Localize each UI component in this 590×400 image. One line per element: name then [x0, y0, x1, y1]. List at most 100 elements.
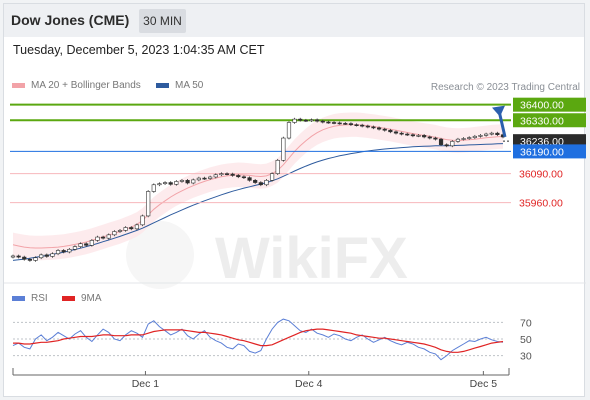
- ma20-line: [12, 124, 504, 249]
- candle-body: [112, 231, 117, 236]
- candle-body: [365, 125, 370, 128]
- interval-selector[interactable]: 30 MIN: [139, 9, 186, 33]
- candle-body: [10, 255, 16, 258]
- legend-rsi-ma: 9MA: [62, 293, 102, 304]
- candle-body: [55, 250, 61, 255]
- candle-body: [22, 256, 27, 260]
- candle-body: [213, 174, 218, 178]
- legend-swatch-ma50: [156, 82, 169, 88]
- candle-body: [286, 122, 292, 139]
- candle-body: [95, 236, 100, 241]
- candle-body: [331, 122, 337, 124]
- candle-body: [174, 181, 179, 185]
- candle-body: [461, 138, 466, 140]
- candle-body: [472, 135, 477, 138]
- candle-body: [376, 127, 382, 130]
- candle-body: [157, 183, 162, 186]
- candle-body: [27, 259, 32, 261]
- candle-body: [371, 126, 376, 129]
- candle-body: [129, 227, 134, 230]
- x-tick-label-1: Dec 4: [295, 378, 323, 390]
- price-level-label-1: 36330.00: [520, 115, 564, 127]
- legend-swatch-rsi: [12, 295, 25, 301]
- watermark-text: WikiFX: [215, 226, 408, 291]
- candle-body: [495, 132, 500, 136]
- candle-body: [61, 250, 66, 253]
- x-tick-label-2: Dec 5: [470, 378, 498, 390]
- candle-body: [405, 133, 410, 136]
- x-tick-label-0: Dec 1: [132, 378, 160, 390]
- legend-swatch-bollinger: [12, 82, 25, 88]
- candle-body: [78, 243, 83, 247]
- legend-label-rsi: RSI: [31, 293, 48, 304]
- candle-body: [337, 122, 342, 125]
- instrument-title: Dow Jones (CME): [11, 12, 130, 28]
- candle-body: [191, 179, 196, 184]
- candle-body: [123, 227, 128, 231]
- candle-body: [140, 215, 145, 226]
- legend-bollinger: MA 20 + Bollinger Bands: [12, 80, 141, 91]
- candle-body: [455, 138, 461, 142]
- candle-body: [168, 182, 173, 185]
- candle-body: [450, 141, 455, 147]
- candle-body: [33, 257, 38, 261]
- price-level-label-0: 36400.00: [520, 100, 564, 112]
- candle-body: [84, 243, 89, 246]
- rsi-line: [12, 318, 504, 361]
- candle-body: [50, 253, 55, 257]
- candle-body: [219, 173, 224, 176]
- price-level-tag-1: [513, 113, 586, 128]
- candle-body: [151, 184, 156, 192]
- candle-body: [422, 135, 427, 138]
- candle-body: [433, 137, 438, 140]
- candle-body: [196, 177, 201, 181]
- candle-body: [224, 173, 230, 175]
- research-credit: Research © 2023 Trading Central: [430, 82, 580, 93]
- candle-body: [39, 254, 44, 259]
- candle-body: [410, 134, 415, 137]
- candle-body: [382, 128, 387, 131]
- chart-frame: Dow Jones (CME) 30 MIN Tuesday, December…: [3, 3, 585, 397]
- candle-body: [393, 131, 399, 134]
- candle-body: [258, 182, 263, 186]
- candle-body: [298, 118, 303, 121]
- candle-body: [484, 133, 489, 136]
- candle-body: [326, 121, 331, 124]
- candle-body: [106, 234, 111, 239]
- legend-swatch-rsi-ma: [62, 295, 75, 301]
- candle-body: [101, 236, 106, 239]
- candle-body: [134, 224, 140, 230]
- legend-label-ma50: MA 50: [175, 80, 204, 91]
- candle-body: [315, 119, 320, 122]
- candle-body: [202, 177, 207, 180]
- price-level-tag-0: [513, 97, 586, 112]
- candle-body: [253, 180, 258, 183]
- candle-body: [292, 118, 297, 123]
- legend-rsi: RSI: [12, 293, 48, 304]
- candle-body: [269, 173, 275, 181]
- candle-body: [343, 123, 348, 125]
- legend-label-bollinger: MA 20 + Bollinger Bands: [31, 80, 141, 91]
- candle-body: [247, 177, 252, 181]
- candle-body: [162, 182, 168, 184]
- candle-body: [264, 180, 269, 186]
- legend-ma50: MA 50: [156, 80, 203, 91]
- candles-group: [10, 117, 506, 262]
- price-level-tag-3: [513, 144, 586, 159]
- candle-body: [303, 119, 308, 122]
- candle-body: [208, 176, 213, 179]
- candle-body: [478, 135, 483, 137]
- price-level-label-4: 36090.00: [519, 169, 563, 181]
- candle-body: [309, 119, 314, 122]
- forecast-arrow-head: [492, 105, 505, 117]
- candle-body: [360, 124, 365, 127]
- candle-body: [230, 173, 235, 176]
- rsi-level-label-0: 70: [520, 317, 532, 329]
- candle-body: [179, 180, 185, 182]
- candle-body: [16, 255, 21, 258]
- candle-body: [44, 254, 49, 257]
- candle-body: [236, 175, 241, 178]
- candle-body: [89, 240, 94, 246]
- timestamp: Tuesday, December 5, 2023 1:04:35 AM CET: [13, 43, 265, 57]
